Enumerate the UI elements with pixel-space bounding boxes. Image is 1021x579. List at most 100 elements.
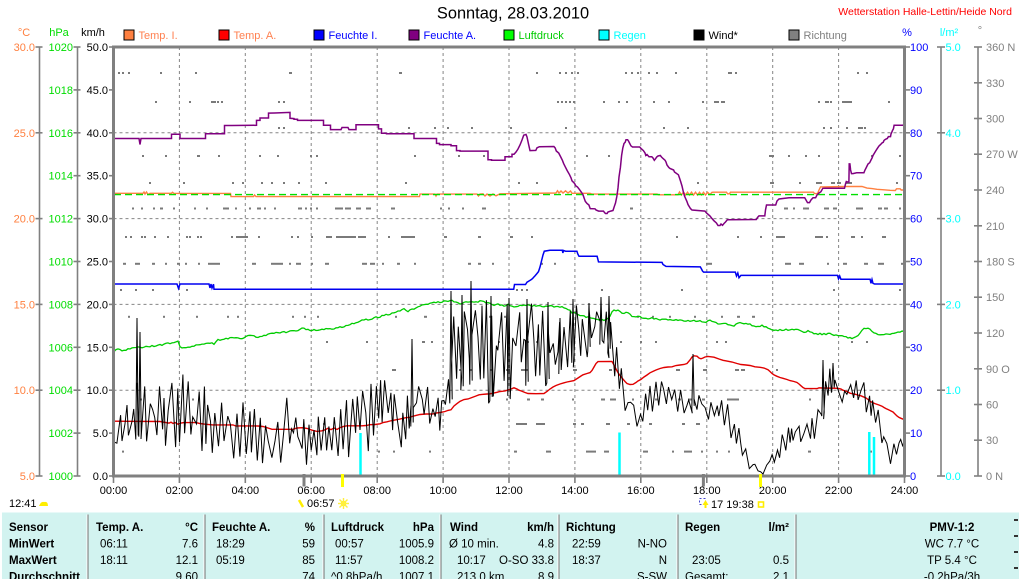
svg-text:17 19:38: 17 19:38: [711, 499, 754, 511]
svg-text:30: 30: [910, 342, 922, 354]
svg-text:11:57: 11:57: [335, 555, 363, 567]
svg-text:20.0: 20.0: [14, 214, 35, 226]
svg-text:270 W: 270 W: [986, 149, 1018, 161]
svg-text:Gesamt:: Gesamt:: [685, 572, 728, 579]
svg-text:MaxWert: MaxWert: [9, 555, 57, 567]
svg-text:4.8: 4.8: [538, 539, 554, 551]
svg-text:0: 0: [910, 471, 916, 483]
svg-text:Durchschnitt: Durchschnitt: [9, 572, 80, 579]
svg-text:18:29: 18:29: [216, 539, 245, 551]
svg-text:1007.1: 1007.1: [399, 572, 434, 579]
svg-text:Luftdruck: Luftdruck: [331, 522, 385, 534]
svg-text:04:00: 04:00: [232, 485, 260, 497]
svg-text:10.0: 10.0: [14, 385, 35, 397]
svg-text:74: 74: [302, 572, 315, 579]
svg-text:05:19: 05:19: [216, 555, 245, 567]
svg-text:14:00: 14:00: [561, 485, 589, 497]
svg-text:22:59: 22:59: [572, 539, 601, 551]
svg-text:km/h: km/h: [527, 522, 554, 534]
svg-text:40.0: 40.0: [87, 128, 108, 140]
svg-text:km/h: km/h: [81, 27, 105, 39]
svg-text:°C: °C: [18, 27, 30, 39]
svg-text:MinWert: MinWert: [9, 539, 54, 551]
svg-text:N: N: [659, 555, 667, 567]
svg-text:WC 7.7 °C: WC 7.7 °C: [925, 539, 979, 551]
svg-text:80: 80: [910, 128, 922, 140]
svg-text:Richtung: Richtung: [566, 522, 616, 534]
svg-text:hPa: hPa: [413, 522, 435, 534]
svg-text:1008.2: 1008.2: [399, 555, 434, 567]
svg-text:20.0: 20.0: [87, 299, 108, 311]
svg-text:Richtung: Richtung: [804, 30, 847, 42]
svg-text:12:00: 12:00: [495, 485, 523, 497]
svg-text:1014: 1014: [49, 171, 73, 183]
svg-text:1020: 1020: [49, 42, 73, 54]
svg-text:Wind: Wind: [450, 522, 478, 534]
svg-text:2.0: 2.0: [946, 299, 961, 311]
svg-text:18:11: 18:11: [100, 555, 128, 567]
svg-text:1005.9: 1005.9: [399, 539, 434, 551]
svg-text:Regen: Regen: [685, 522, 720, 534]
svg-text:23:05: 23:05: [692, 555, 721, 567]
svg-text:180 S: 180 S: [986, 257, 1015, 269]
svg-text:35.0: 35.0: [87, 171, 108, 183]
svg-text:00:57: 00:57: [335, 539, 364, 551]
svg-text:N-NO: N-NO: [638, 539, 667, 551]
svg-text:12.1: 12.1: [176, 555, 198, 567]
svg-text:90: 90: [910, 85, 922, 97]
svg-text:15.0: 15.0: [87, 342, 108, 354]
svg-text:5.0: 5.0: [20, 471, 35, 483]
svg-text:100: 100: [910, 42, 928, 54]
svg-text:12:41: 12:41: [9, 498, 37, 510]
svg-text:Ø 10 min.: Ø 10 min.: [449, 539, 499, 551]
svg-text:360 N: 360 N: [986, 42, 1015, 54]
svg-text:Temp. I.: Temp. I.: [139, 30, 178, 42]
svg-text:hPa: hPa: [49, 27, 69, 39]
svg-text:40: 40: [910, 299, 922, 311]
svg-text:15.0: 15.0: [14, 299, 35, 311]
svg-text:°C: °C: [185, 522, 198, 534]
svg-text:1018: 1018: [49, 85, 73, 97]
svg-text:70: 70: [910, 171, 922, 183]
svg-text:S-SW: S-SW: [637, 572, 667, 579]
svg-text:O-SO 33.8: O-SO 33.8: [499, 555, 554, 567]
svg-text:Feuchte A.: Feuchte A.: [212, 522, 270, 534]
svg-text:30.0: 30.0: [14, 42, 35, 54]
svg-text:Luftdruck: Luftdruck: [519, 30, 565, 42]
svg-text:85: 85: [302, 555, 315, 567]
svg-text:18:37: 18:37: [572, 555, 601, 567]
svg-text:l/m²: l/m²: [769, 522, 790, 534]
svg-text:0 N: 0 N: [986, 471, 1003, 483]
svg-text:02:00: 02:00: [166, 485, 194, 497]
svg-text:5.0: 5.0: [93, 428, 108, 440]
svg-text:l/m²: l/m²: [940, 27, 959, 39]
svg-text:10.0: 10.0: [87, 385, 108, 397]
svg-text:24:00: 24:00: [891, 485, 919, 497]
svg-text:°: °: [978, 25, 982, 37]
svg-text:20: 20: [910, 385, 922, 397]
svg-text:06:11: 06:11: [100, 539, 128, 551]
svg-text:18:00: 18:00: [693, 485, 721, 497]
svg-text:1002: 1002: [49, 428, 73, 440]
svg-text:1012: 1012: [49, 214, 73, 226]
svg-text:60: 60: [986, 400, 998, 412]
svg-text:7.6: 7.6: [182, 539, 198, 551]
svg-text:2.1: 2.1: [773, 572, 789, 579]
svg-text:Sonntag, 28.03.2010: Sonntag, 28.03.2010: [437, 5, 589, 23]
svg-text:330: 330: [986, 78, 1004, 90]
svg-text:Temp. A.: Temp. A.: [234, 30, 277, 42]
svg-text:150: 150: [986, 292, 1004, 304]
svg-text:8.9: 8.9: [538, 572, 554, 579]
svg-text:1006: 1006: [49, 342, 73, 354]
svg-text:0.5: 0.5: [773, 555, 789, 567]
svg-text:Feuchte A.: Feuchte A.: [424, 30, 477, 42]
svg-text:22:00: 22:00: [825, 485, 853, 497]
svg-text:3.0: 3.0: [946, 214, 961, 226]
svg-text:Wind*: Wind*: [709, 30, 739, 42]
svg-text:213.0 km: 213.0 km: [457, 572, 504, 579]
svg-text:Regen: Regen: [614, 30, 646, 42]
svg-text:300: 300: [986, 114, 1004, 126]
svg-text:08:00: 08:00: [363, 485, 391, 497]
svg-text:^0.8hPa/h: ^0.8hPa/h: [331, 572, 382, 579]
svg-text:25.0: 25.0: [87, 257, 108, 269]
